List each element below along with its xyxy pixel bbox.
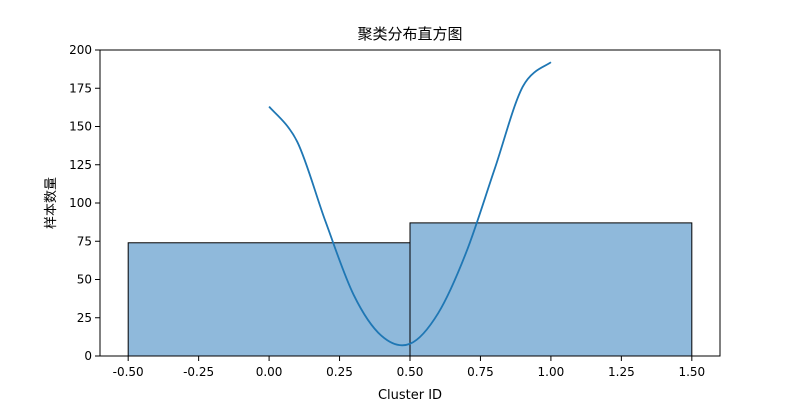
y-tick-label: 150 bbox=[69, 120, 92, 134]
y-tick-label: 175 bbox=[69, 81, 92, 95]
x-tick-label: 1.25 bbox=[608, 365, 635, 379]
x-axis: -0.50 -0.25 0.00 0.25 0.50 0.75 1.00 1.25 1.50 bbox=[113, 356, 705, 379]
histogram-bar-1 bbox=[409, 222, 693, 357]
histogram-bar-0 bbox=[127, 242, 411, 357]
bars-layer bbox=[127, 222, 693, 357]
y-tick-label: 50 bbox=[77, 273, 92, 287]
x-tick-label: -0.25 bbox=[183, 365, 214, 379]
y-axis: 0 25 50 75 100 125 150 175 200 bbox=[69, 43, 100, 363]
y-tick-label: 200 bbox=[69, 43, 92, 57]
kde-curve bbox=[268, 61, 552, 347]
x-tick-label: 0.75 bbox=[467, 365, 494, 379]
y-tick-label: 75 bbox=[77, 234, 92, 248]
x-tick-label: -0.50 bbox=[113, 365, 144, 379]
y-tick-label: 25 bbox=[77, 311, 92, 325]
y-tick-label: 100 bbox=[69, 196, 92, 210]
kde-layer bbox=[268, 61, 552, 347]
chart-title: 聚类分布直方图 bbox=[357, 25, 462, 43]
x-tick-label: 0.50 bbox=[397, 365, 424, 379]
y-tick-label: 125 bbox=[69, 158, 92, 172]
x-tick-label: 0.00 bbox=[256, 365, 283, 379]
x-tick-label: 1.50 bbox=[678, 365, 705, 379]
y-axis-label: 样本数量 bbox=[44, 177, 59, 229]
x-tick-label: 0.25 bbox=[326, 365, 353, 379]
y-tick-label: 0 bbox=[84, 349, 92, 363]
x-tick-label: 1.00 bbox=[538, 365, 565, 379]
x-axis-label: Cluster ID bbox=[378, 388, 442, 400]
